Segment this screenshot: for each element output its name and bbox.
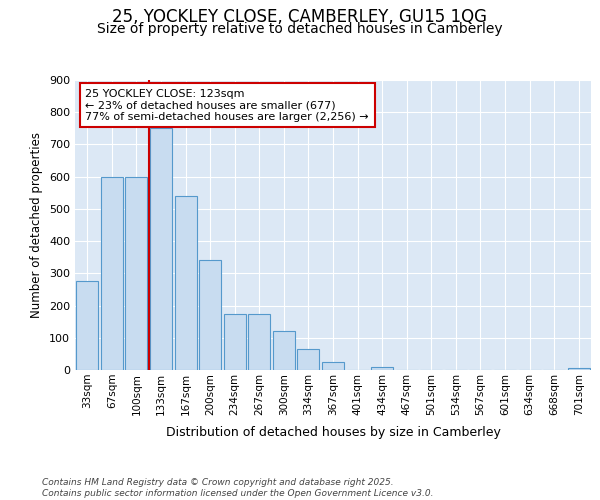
Bar [248,314,271,370]
Y-axis label: Number of detached properties: Number of detached properties [31,132,43,318]
Bar [150,128,172,370]
Bar [322,362,344,370]
Bar [125,176,148,370]
Bar [199,260,221,370]
Text: 25, YOCKLEY CLOSE, CAMBERLEY, GU15 1QG: 25, YOCKLEY CLOSE, CAMBERLEY, GU15 1QG [113,8,487,26]
X-axis label: Distribution of detached houses by size in Camberley: Distribution of detached houses by size … [166,426,500,439]
Bar [101,176,123,370]
Bar [224,314,246,370]
Bar [568,368,590,370]
Bar [76,282,98,370]
Bar [371,367,393,370]
Bar [175,196,197,370]
Bar [273,332,295,370]
Bar [298,349,319,370]
Text: Size of property relative to detached houses in Camberley: Size of property relative to detached ho… [97,22,503,36]
Text: Contains HM Land Registry data © Crown copyright and database right 2025.
Contai: Contains HM Land Registry data © Crown c… [42,478,433,498]
Text: 25 YOCKLEY CLOSE: 123sqm
← 23% of detached houses are smaller (677)
77% of semi-: 25 YOCKLEY CLOSE: 123sqm ← 23% of detach… [85,88,369,122]
